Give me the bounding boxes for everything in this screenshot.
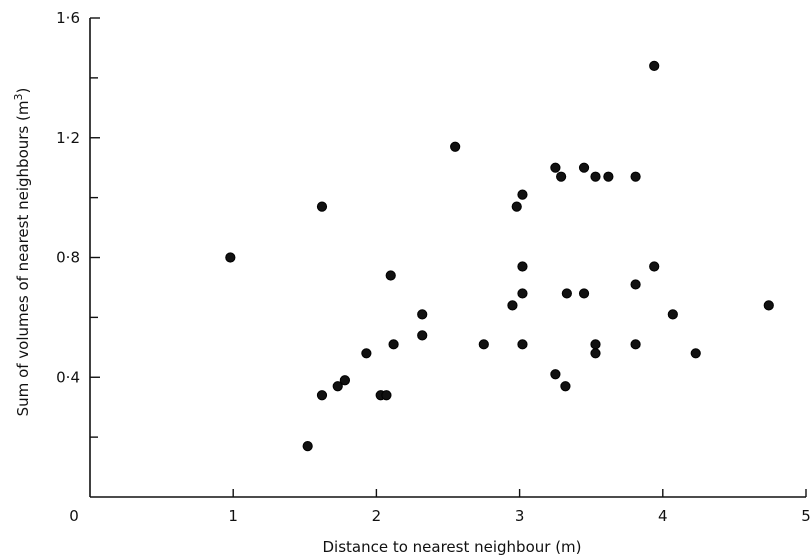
data-point (511, 201, 522, 212)
x-tick-label: 2 (372, 507, 382, 525)
data-point (550, 162, 561, 173)
x-ticks: 0 1 2 3 4 5 (69, 489, 811, 525)
y-tick-label: 0·4 (56, 368, 80, 386)
data-point (381, 390, 392, 401)
data-point (316, 201, 328, 212)
y-ticks: 0·4 0·8 1·2 1·6 (56, 9, 100, 438)
data-point (517, 261, 528, 272)
data-point (361, 348, 372, 359)
data-point (763, 300, 774, 311)
y-tick-label: 1·2 (56, 129, 80, 147)
data-point (517, 288, 528, 299)
y-tick-label: 1·6 (56, 9, 80, 27)
x-tick-label: 0 (69, 507, 79, 525)
data-point (649, 60, 660, 72)
x-tick-label: 5 (801, 507, 811, 525)
data-point (630, 171, 641, 182)
data-point (517, 189, 528, 200)
data-point (630, 339, 641, 350)
data-point (388, 339, 399, 350)
data-point (339, 375, 350, 386)
x-tick-label: 4 (658, 507, 668, 525)
y-axis-title-superscript: 3 (12, 94, 25, 101)
data-point (302, 441, 313, 452)
y-tick-label: 0·8 (56, 249, 80, 267)
data-point (316, 390, 328, 401)
data-point (332, 381, 343, 392)
data-point (385, 270, 396, 281)
data-point (225, 252, 236, 263)
data-point (690, 348, 701, 359)
x-tick-label: 3 (515, 507, 525, 525)
data-point (630, 279, 641, 290)
data-point (550, 369, 561, 380)
data-point (450, 141, 461, 152)
data-point (417, 330, 428, 341)
axes (89, 18, 806, 498)
data-point (590, 171, 601, 182)
data-point (578, 162, 590, 173)
data-point (590, 348, 601, 359)
data-point (667, 309, 678, 320)
y-axis-title-close: ) (14, 88, 32, 94)
data-point (603, 171, 614, 182)
data-point (578, 288, 590, 299)
y-axis-title-main: Sum of volumes of nearest neighbours (m (14, 101, 32, 417)
y-axis-title: Sum of volumes of nearest neighbours (m3… (12, 88, 32, 417)
data-point (507, 300, 518, 311)
data-point (478, 339, 489, 350)
data-point (517, 339, 528, 350)
data-point (590, 339, 601, 350)
data-point (560, 381, 571, 392)
data-point (561, 288, 572, 299)
data-point (417, 309, 428, 320)
data-point (556, 171, 567, 182)
data-point (649, 261, 660, 272)
x-tick-label: 1 (228, 507, 238, 525)
data-points (225, 60, 774, 452)
x-axis-title: Distance to nearest neighbour (m) (322, 538, 581, 556)
